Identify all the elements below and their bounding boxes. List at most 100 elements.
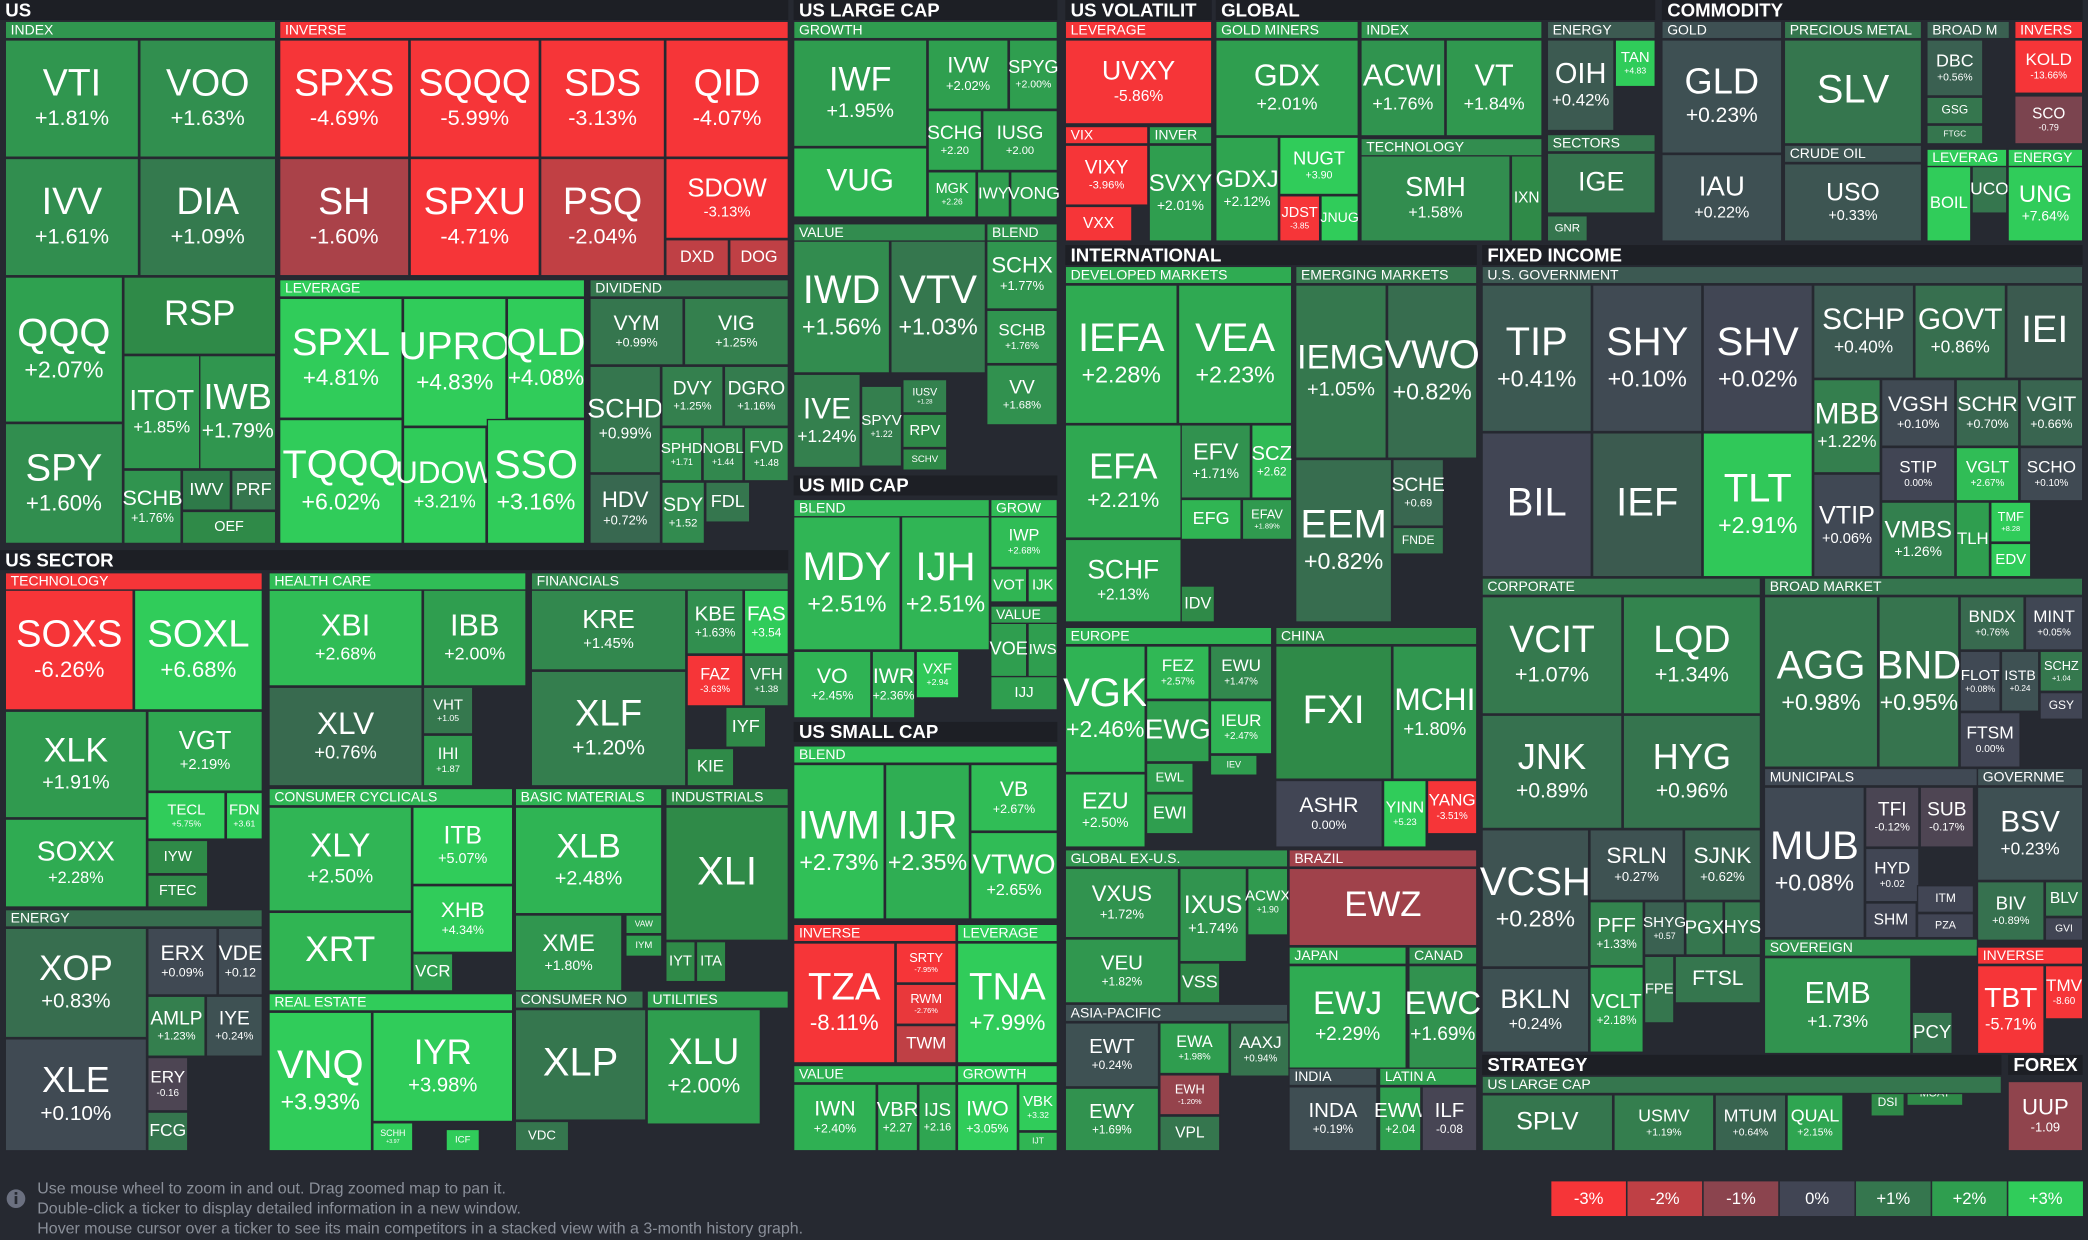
ticker-tile xyxy=(1880,378,1956,447)
ticker-symbol: SPHD xyxy=(661,440,703,457)
ticker-symbol: SHM xyxy=(1874,911,1909,928)
ticker-tile xyxy=(1209,754,1258,776)
ticker-tile xyxy=(1027,568,1058,603)
ticker-symbol: BKLN xyxy=(1500,984,1570,1014)
ticker-tile xyxy=(225,791,263,840)
group-label: SECTORS xyxy=(1553,135,1620,151)
ticker-symbol: SH xyxy=(318,180,370,222)
ticker-symbol: SLV xyxy=(1817,67,1890,111)
ticker-tile xyxy=(986,239,1058,310)
ticker-change: +2.73% xyxy=(799,849,878,875)
ticker-tile xyxy=(1481,284,1592,433)
ticker-symbol: EWG xyxy=(1145,713,1211,744)
ticker-symbol: VCIT xyxy=(1509,618,1595,660)
ticker-tile xyxy=(2014,39,2084,94)
ticker-tile xyxy=(514,1008,647,1121)
ticker-change: +1.76% xyxy=(1372,94,1433,114)
ticker-symbol: FTSM xyxy=(1966,722,2013,742)
ticker-symbol: ITB xyxy=(443,823,482,850)
ticker-symbol: FDN xyxy=(229,803,260,819)
ticker-change: -4.71% xyxy=(440,223,509,248)
ticker-tile xyxy=(1864,847,1920,903)
ticker-change: +1.68% xyxy=(1003,399,1041,411)
ticker-change: +2.67% xyxy=(1971,478,2005,489)
ticker-change: +1.63% xyxy=(171,105,245,130)
ticker-change: +2.21% xyxy=(1087,489,1159,512)
ticker-tile xyxy=(278,39,410,158)
group-label-bg xyxy=(792,223,987,242)
ticker-symbol: GDX xyxy=(1254,58,1320,92)
ticker-tile xyxy=(1661,153,1783,242)
ticker-tile xyxy=(860,385,903,467)
ticker-tile xyxy=(1064,867,1180,939)
ticker-symbol: UUP xyxy=(2022,1094,2069,1119)
ticker-symbol: IWM xyxy=(798,803,880,847)
group-label: CANAD xyxy=(1414,947,1463,963)
ticker-symbol: AAXJ xyxy=(1239,1033,1282,1052)
ticker-symbol: VDE xyxy=(218,941,262,965)
ticker-change: +2.27 xyxy=(883,1122,913,1135)
ticker-change: +1.25% xyxy=(673,401,711,413)
ticker-symbol: OIH xyxy=(1555,58,1607,90)
ticker-tile xyxy=(1702,432,1814,578)
ticker-change: +0.76% xyxy=(1975,627,2009,638)
ticker-tile xyxy=(412,806,514,886)
ticker-symbol: IWY xyxy=(978,185,1009,203)
ticker-symbol: BIL xyxy=(1507,480,1567,524)
ticker-symbol: SCHG xyxy=(927,123,982,144)
ticker-symbol: FVD xyxy=(749,438,783,457)
ticker-symbol: FXI xyxy=(1303,688,1365,732)
ticker-tile xyxy=(1064,1087,1160,1152)
ticker-tile xyxy=(1064,1022,1160,1088)
ticker-tile xyxy=(976,171,1011,218)
ticker-symbol: STIP xyxy=(1899,458,1937,477)
ticker-symbol: ACWI xyxy=(1363,58,1443,92)
group-label-bg xyxy=(514,787,663,807)
group-label: UTILITIES xyxy=(653,991,718,1007)
group-label-bg xyxy=(1546,133,1656,153)
ticker-symbol: VOT xyxy=(993,576,1024,593)
ticker-change: +1.45% xyxy=(583,636,633,652)
ticker-tile xyxy=(1179,962,1221,1004)
ticker-tile xyxy=(1723,901,1762,956)
ticker-symbol: SHV xyxy=(1717,320,1799,364)
ticker-tile xyxy=(902,378,948,414)
ticker-symbol: JNK xyxy=(1518,736,1586,777)
ticker-tile xyxy=(665,239,730,277)
ticker-symbol: XLY xyxy=(310,827,370,864)
ticker-change: +1.24% xyxy=(797,426,856,446)
ticker-change: +0.10% xyxy=(40,1102,111,1125)
ticker-symbol: SDS xyxy=(564,61,641,103)
ticker-symbol: VIXY xyxy=(1085,158,1129,179)
group-label-bg xyxy=(278,279,586,298)
ticker-symbol: AGG xyxy=(1777,644,1866,688)
group-label: US LARGE CAP xyxy=(1487,1076,1590,1092)
ticker-change: +0.94% xyxy=(1244,1054,1278,1065)
ticker-change: +1.34% xyxy=(1655,662,1729,687)
group-label: CHINA xyxy=(1281,627,1325,643)
ticker-tile xyxy=(1320,195,1359,242)
ticker-change: -13.66% xyxy=(2030,71,2067,82)
ticker-symbol: IYF xyxy=(732,716,760,736)
ticker-tile xyxy=(1215,39,1359,137)
ticker-symbol: ERY xyxy=(150,1068,185,1087)
ticker-tile xyxy=(4,276,124,423)
ticker-tile xyxy=(743,426,789,482)
ticker-tile xyxy=(1288,867,1478,947)
ticker-tile xyxy=(990,568,1028,603)
ticker-symbol: SPLV xyxy=(1516,1107,1579,1135)
ticker-change: +5.75% xyxy=(172,818,202,828)
group-label: GLOBAL EX-U.S. xyxy=(1071,850,1181,866)
ticker-symbol: DOG xyxy=(741,248,778,266)
ticker-change: +1.19% xyxy=(1646,1127,1681,1138)
ticker-tile xyxy=(665,806,789,941)
ticker-symbol: GSY xyxy=(2049,698,2074,712)
footer: Use mouse wheel to zoom in and out. Drag… xyxy=(6,1181,2083,1238)
ticker-change: -5.99% xyxy=(440,105,509,130)
section-header-bg xyxy=(1661,0,2083,20)
ticker-change: +1.60% xyxy=(26,490,102,515)
ticker-symbol: AMLP xyxy=(150,1009,202,1030)
group-label-bg xyxy=(1546,20,1656,40)
group-label-bg xyxy=(278,20,789,40)
ticker-symbol: DIA xyxy=(176,180,239,222)
